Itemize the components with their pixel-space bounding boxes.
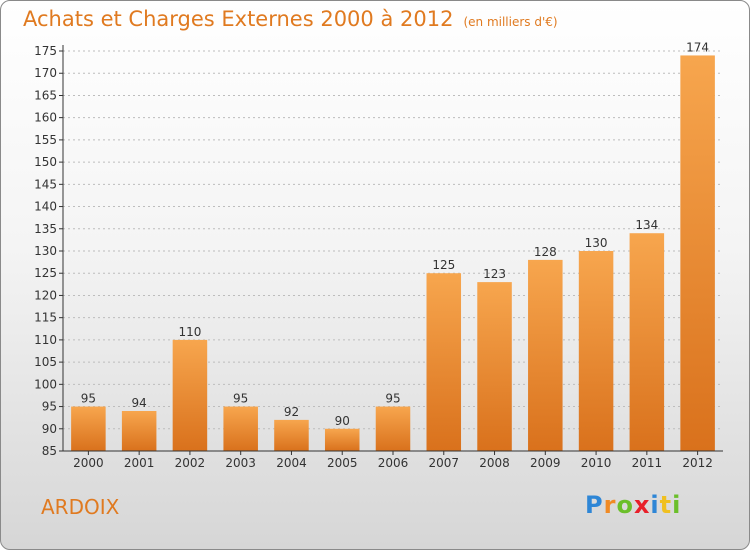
- x-tick-label: 2005: [327, 456, 358, 470]
- y-tick-label: 165: [34, 88, 57, 102]
- bar: [375, 406, 411, 451]
- bar: [324, 428, 360, 451]
- bar: [71, 406, 106, 451]
- chart-unit-label: (en milliers d'€): [463, 15, 558, 29]
- bar: [426, 273, 462, 451]
- bar: [629, 233, 665, 451]
- x-tick-label: 2000: [73, 456, 104, 470]
- bar-value-label: 123: [483, 267, 506, 281]
- bar-value-label: 128: [534, 245, 557, 259]
- y-tick-label: 90: [42, 422, 57, 436]
- logo-letter: P: [585, 491, 604, 519]
- y-tick-label: 85: [42, 444, 57, 458]
- y-tick-label: 175: [34, 44, 57, 58]
- x-tick-label: 2011: [632, 456, 663, 470]
- y-tick-label: 150: [34, 155, 57, 169]
- x-tick-label: 2004: [276, 456, 307, 470]
- logo-letter: o: [616, 491, 634, 519]
- bar: [172, 339, 208, 451]
- y-tick-label: 115: [34, 311, 57, 325]
- bar-value-label: 130: [585, 236, 608, 250]
- y-tick-label: 125: [34, 266, 57, 280]
- bar: [274, 419, 309, 451]
- y-tick-label: 95: [42, 400, 57, 414]
- x-tick-label: 2001: [124, 456, 155, 470]
- logo-letter: t: [659, 491, 673, 519]
- y-tick-label: 120: [34, 288, 57, 302]
- bar: [121, 411, 157, 451]
- grid-lines: [63, 50, 723, 430]
- y-tick-label: 140: [34, 200, 57, 214]
- x-tick-label: 2008: [479, 456, 510, 470]
- bar: [578, 251, 614, 451]
- y-tick-label: 170: [34, 66, 57, 80]
- axes: [59, 45, 723, 455]
- y-tick-label: 105: [34, 355, 57, 369]
- bar: [477, 282, 512, 451]
- x-tick-label: 2002: [175, 456, 206, 470]
- logo-letter: i: [672, 491, 682, 519]
- logo-letter: r: [603, 491, 617, 519]
- bar-value-label: 95: [233, 392, 248, 406]
- bar-value-label: 134: [635, 218, 658, 232]
- x-tick-label: 2007: [428, 456, 459, 470]
- x-tick-label: 2009: [530, 456, 561, 470]
- labels: 85 90 95 100 105 110 115 120 125 130 135 140 145 150 1…: [34, 40, 713, 470]
- bar: [223, 406, 258, 451]
- y-tick-label: 160: [34, 111, 57, 125]
- bars: [71, 55, 715, 451]
- y-tick-label: 155: [34, 133, 57, 147]
- bar-value-label: 92: [284, 405, 299, 419]
- y-tick-label: 100: [34, 377, 57, 391]
- bar-value-label: 95: [81, 392, 96, 406]
- x-tick-label: 2003: [225, 456, 256, 470]
- bar-value-label: 95: [385, 392, 400, 406]
- y-tick-label: 135: [34, 222, 57, 236]
- proxiti-logo: Proxiti: [585, 491, 681, 519]
- logo-letter: i: [650, 491, 660, 519]
- bar: [680, 55, 715, 451]
- y-tick-label: 110: [34, 333, 57, 347]
- bar-value-label: 174: [686, 40, 709, 54]
- y-tick-label: 145: [34, 177, 57, 191]
- x-tick-label: 2012: [682, 456, 713, 470]
- logo-letter: x: [633, 491, 651, 519]
- bar: [528, 259, 563, 451]
- bar-value-label: 110: [178, 325, 201, 339]
- y-tick-label: 130: [34, 244, 57, 258]
- commune-name: ARDOIX: [41, 495, 120, 519]
- chart-title-main: Achats et Charges Externes 2000 à 2012: [23, 7, 454, 31]
- bar-value-label: 94: [132, 396, 147, 410]
- x-tick-label: 2010: [581, 456, 612, 470]
- bar-value-label: 125: [432, 258, 455, 272]
- bar-value-label: 90: [335, 414, 350, 428]
- chart-title: Achats et Charges Externes 2000 à 2012 (e…: [23, 7, 558, 31]
- x-tick-label: 2006: [378, 456, 409, 470]
